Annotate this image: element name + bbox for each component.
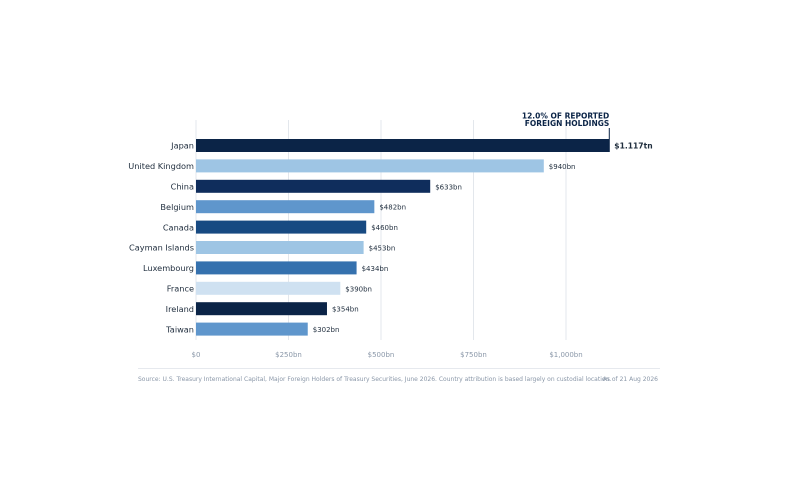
category-label: Ireland — [166, 304, 194, 314]
value-label: $453bn — [369, 245, 396, 253]
bar-ireland — [196, 302, 327, 316]
value-labels: $1.117tn $940bn $633bn $482bn $460bn $453bn $4… — [313, 142, 653, 335]
category-label: United Kingdom — [128, 161, 194, 171]
category-label: Canada — [163, 222, 194, 232]
category-label: Japan — [170, 141, 194, 151]
bar-luxembourg — [196, 261, 357, 275]
value-label: $302bn — [313, 326, 340, 334]
category-label: Cayman Islands — [129, 243, 194, 253]
value-label: $390bn — [345, 285, 372, 293]
value-label: $633bn — [435, 183, 462, 191]
annotation-line-1: 12.0% OF REPORTED — [522, 112, 609, 121]
x-tick-label: $250bn — [275, 351, 302, 359]
bar-united-kingdom — [196, 159, 544, 173]
value-label: $482bn — [379, 204, 406, 212]
annotation: 12.0% OF REPORTED FOREIGN HOLDINGS — [522, 112, 610, 152]
value-label: $354bn — [332, 306, 359, 314]
category-label: Taiwan — [165, 324, 194, 334]
x-tick-label: $1,000bn — [549, 351, 582, 359]
bar-belgium — [196, 200, 375, 214]
footer-divider — [138, 368, 660, 369]
source-note: Source: U.S. Treasury International Capi… — [138, 376, 612, 383]
value-label: $460bn — [371, 224, 398, 232]
bar-taiwan — [196, 322, 308, 336]
annotation-line-2: FOREIGN HOLDINGS — [525, 119, 610, 128]
bar-japan — [196, 139, 610, 152]
category-label: Belgium — [160, 202, 194, 212]
x-tick-label: $500bn — [368, 351, 395, 359]
bars-group — [196, 139, 610, 336]
value-label: $1.117tn — [614, 142, 652, 151]
value-label: $434bn — [362, 265, 389, 273]
category-label: France — [167, 284, 194, 294]
category-label: China — [171, 182, 194, 192]
category-label: Luxembourg — [143, 263, 194, 273]
x-tick-label: $750bn — [460, 351, 487, 359]
bar-cayman-islands — [196, 241, 364, 254]
as-of-date: As of 21 Aug 2026 — [602, 376, 658, 383]
x-axis-tick-labels: $0 $250bn $500bn $750bn $1,000bn — [192, 351, 583, 359]
bar-france — [196, 281, 341, 295]
x-tick-label: $0 — [192, 351, 201, 359]
value-label: $940bn — [549, 163, 576, 171]
bar-china — [196, 179, 431, 193]
category-labels: Japan United Kingdom China Belgium Canada Cay… — [128, 141, 194, 335]
bar-canada — [196, 220, 367, 234]
